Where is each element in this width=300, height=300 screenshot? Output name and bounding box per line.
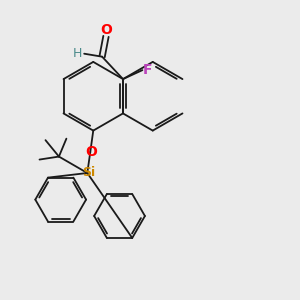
Text: O: O [85,145,97,159]
Text: Si: Si [82,167,95,179]
Text: H: H [73,47,82,60]
Text: F: F [143,63,152,77]
Text: O: O [100,23,112,37]
